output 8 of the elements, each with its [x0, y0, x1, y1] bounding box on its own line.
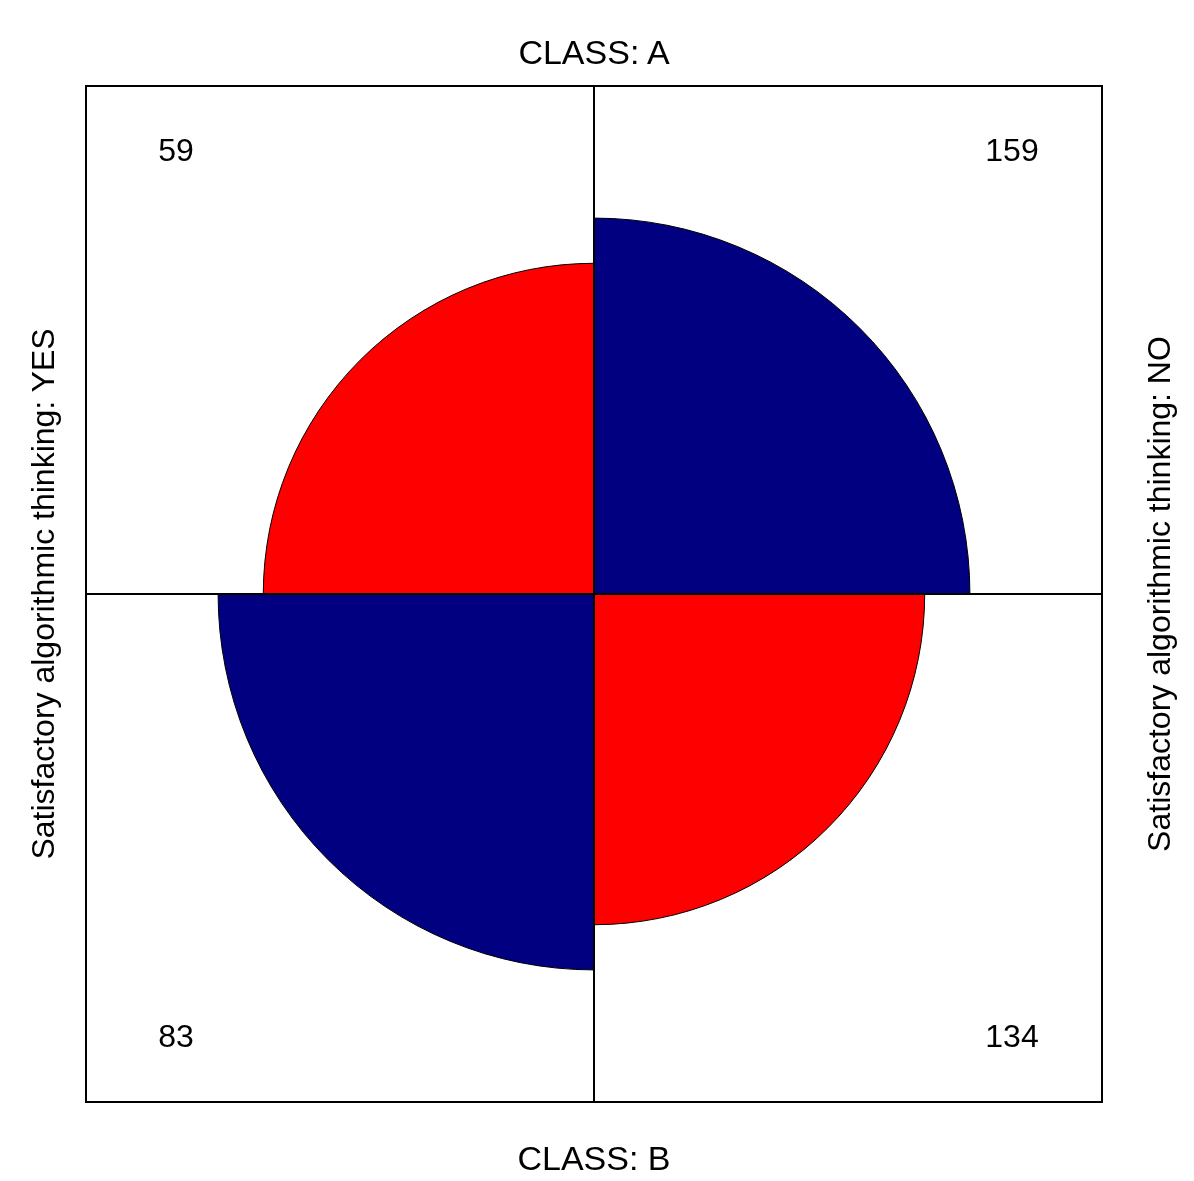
text: CLASS: B	[517, 1139, 671, 1177]
data-label: 83	[158, 1018, 194, 1054]
data-label: 134	[985, 1018, 1039, 1054]
text: Satisfactory algorithmic thinking: YES	[25, 328, 61, 860]
data-label: 159	[985, 132, 1039, 168]
text: CLASS: A	[518, 33, 670, 71]
data-label: 59	[158, 132, 194, 168]
text: Satisfactory algorithmic thinking: NO	[1141, 336, 1177, 852]
